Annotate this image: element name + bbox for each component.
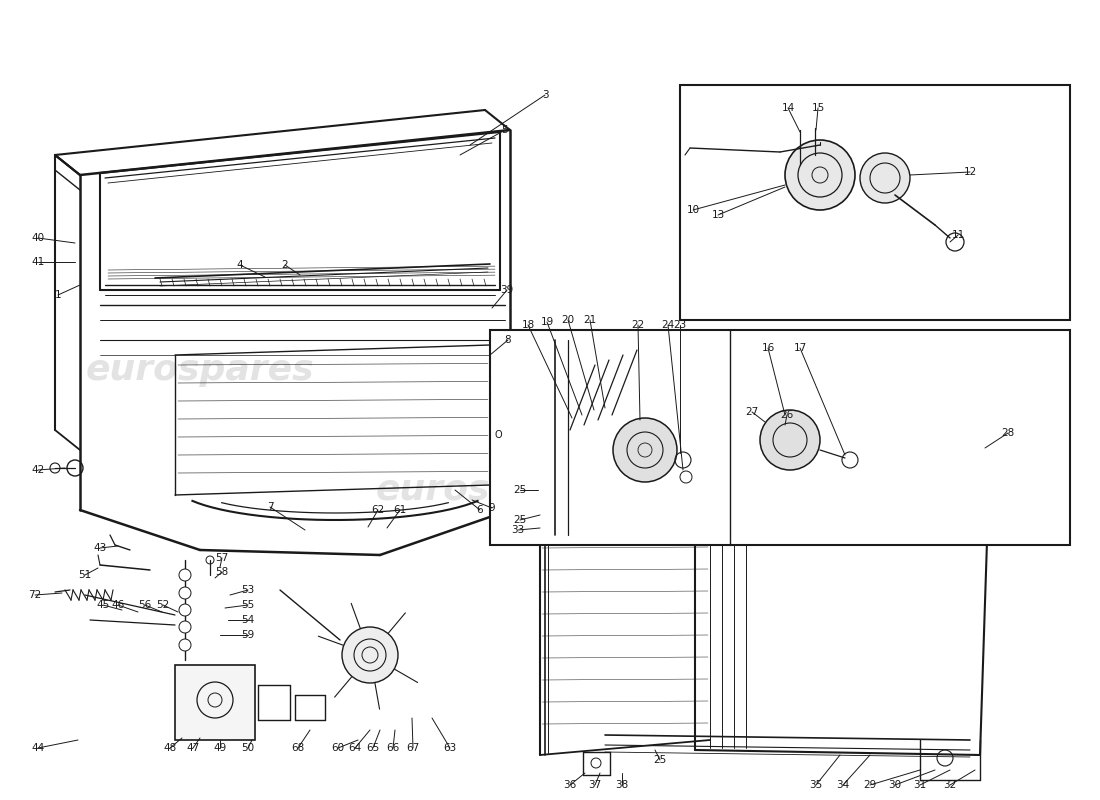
Text: 12: 12 (964, 167, 977, 177)
Text: 72: 72 (29, 590, 42, 600)
Bar (680, 85, 1070, 320)
Text: 15: 15 (812, 103, 825, 113)
Text: 21: 21 (583, 315, 596, 325)
Text: 45: 45 (97, 600, 110, 610)
Text: 11: 11 (952, 230, 965, 240)
Circle shape (785, 140, 855, 210)
Bar (490, 330, 1070, 545)
Text: 41: 41 (32, 257, 45, 267)
Bar (175, 665, 255, 740)
Text: 20: 20 (561, 315, 574, 325)
Text: 56: 56 (139, 600, 152, 610)
Text: 36: 36 (563, 780, 576, 790)
Text: 57: 57 (216, 553, 229, 563)
Circle shape (860, 153, 910, 203)
Text: 37: 37 (588, 780, 602, 790)
Text: 58: 58 (216, 567, 229, 577)
Text: 46: 46 (111, 600, 124, 610)
Text: 51: 51 (78, 570, 91, 580)
Circle shape (179, 604, 191, 616)
Circle shape (179, 621, 191, 633)
Text: 25: 25 (514, 515, 527, 525)
Text: 3: 3 (541, 90, 548, 100)
Text: 40: 40 (32, 233, 45, 243)
Text: 31: 31 (913, 780, 926, 790)
Text: 23: 23 (673, 320, 686, 330)
Circle shape (179, 587, 191, 599)
Text: 65: 65 (366, 743, 379, 753)
Text: 53: 53 (241, 585, 254, 595)
Text: 14: 14 (781, 103, 794, 113)
Text: eurospares: eurospares (86, 353, 315, 387)
Text: eurospares: eurospares (646, 473, 874, 507)
Text: 62: 62 (372, 505, 385, 515)
Text: 33: 33 (512, 525, 525, 535)
Text: 27: 27 (746, 407, 759, 417)
Text: 10: 10 (686, 205, 700, 215)
Text: 26: 26 (780, 410, 793, 420)
Circle shape (179, 639, 191, 651)
Text: 13: 13 (712, 210, 725, 220)
Text: 39: 39 (500, 285, 514, 295)
Text: 30: 30 (889, 780, 902, 790)
Text: 32: 32 (944, 780, 957, 790)
Text: 19: 19 (540, 317, 553, 327)
Text: 8: 8 (505, 335, 512, 345)
Text: O: O (494, 430, 502, 440)
Circle shape (342, 627, 398, 683)
Text: 61: 61 (394, 505, 407, 515)
Text: 9: 9 (488, 503, 495, 513)
Text: 1: 1 (55, 290, 62, 300)
Text: 35: 35 (810, 780, 823, 790)
Text: 2: 2 (282, 260, 288, 270)
Text: 63: 63 (443, 743, 456, 753)
Text: 25: 25 (514, 485, 527, 495)
Text: 7: 7 (266, 502, 273, 512)
Text: 22: 22 (631, 320, 645, 330)
Text: 29: 29 (864, 780, 877, 790)
Text: 5: 5 (502, 125, 508, 135)
Text: 28: 28 (1001, 428, 1014, 438)
Text: 44: 44 (32, 743, 45, 753)
Text: 49: 49 (213, 743, 227, 753)
Circle shape (760, 410, 820, 470)
Text: 67: 67 (406, 743, 419, 753)
Circle shape (179, 569, 191, 581)
Text: 43: 43 (94, 543, 107, 553)
Text: 34: 34 (836, 780, 849, 790)
Text: 60: 60 (331, 743, 344, 753)
Text: 25: 25 (653, 755, 667, 765)
Text: 55: 55 (241, 600, 254, 610)
Text: 6: 6 (476, 505, 483, 515)
Text: 18: 18 (521, 320, 535, 330)
Text: 66: 66 (386, 743, 399, 753)
Text: 42: 42 (32, 465, 45, 475)
Circle shape (613, 418, 676, 482)
Text: 16: 16 (761, 343, 774, 353)
Text: 4: 4 (236, 260, 243, 270)
Text: 54: 54 (241, 615, 254, 625)
Text: 47: 47 (186, 743, 199, 753)
Text: 64: 64 (349, 743, 362, 753)
Text: 59: 59 (241, 630, 254, 640)
Text: 38: 38 (615, 780, 628, 790)
Text: eurospares: eurospares (785, 353, 1014, 387)
Text: eurospares: eurospares (376, 473, 604, 507)
Text: 50: 50 (241, 743, 254, 753)
Text: 48: 48 (164, 743, 177, 753)
Text: 52: 52 (156, 600, 169, 610)
Text: 68: 68 (292, 743, 305, 753)
Text: 24: 24 (661, 320, 674, 330)
Text: 17: 17 (793, 343, 806, 353)
